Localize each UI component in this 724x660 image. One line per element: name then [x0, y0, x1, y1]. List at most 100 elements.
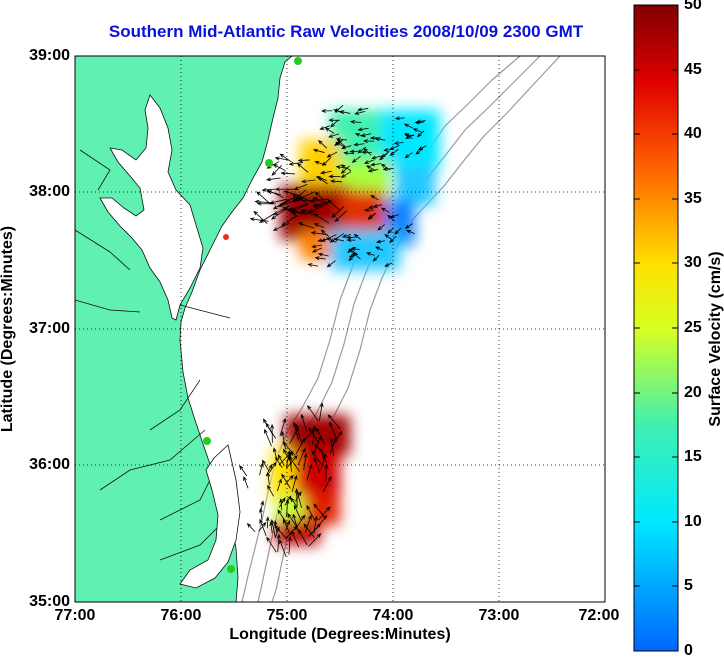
velocity-arrow [349, 120, 362, 124]
velocity-arrow [366, 252, 375, 256]
velocity-arrow [258, 521, 267, 532]
velocity-arrow [284, 474, 294, 485]
x-tick-label: 72:00 [578, 607, 620, 624]
velocity-arrow [272, 447, 278, 461]
colorbar-tick-label: 50 [684, 0, 702, 13]
velocity-arrow [265, 516, 270, 529]
velocity-arrow [357, 127, 369, 132]
velocity-arrow [249, 217, 269, 222]
velocity-arrow [314, 256, 326, 261]
velocity-arrow [277, 509, 288, 525]
velocity-arrow [380, 163, 391, 171]
velocity-arrow [300, 429, 315, 444]
velocity-arrow [281, 215, 297, 227]
velocity-arrow [330, 179, 343, 184]
velocity-arrow [313, 515, 318, 534]
velocity-arrow [266, 536, 277, 553]
velocity-arrow [374, 246, 384, 251]
colorbar-tick-label: 0 [684, 642, 693, 659]
velocity-arrow [384, 234, 392, 240]
velocity-arrow [317, 238, 329, 243]
velocity-arrow [365, 165, 376, 171]
velocity-arrow [259, 212, 276, 223]
y-tick-label: 36:00 [29, 456, 70, 473]
velocity-arrow [394, 116, 405, 121]
velocity-arrow [297, 158, 310, 163]
velocity-arrow [321, 157, 331, 167]
velocity-arrow [326, 151, 338, 158]
velocity-arrow [307, 263, 319, 267]
velocity-arrow [274, 524, 287, 539]
velocity-arrow [394, 227, 402, 235]
colorbar-tick-label: 40 [684, 125, 702, 142]
velocity-arrow [346, 238, 356, 243]
x-tick-label: 74:00 [372, 607, 414, 624]
velocity-arrow [346, 235, 356, 240]
velocity-arrow [283, 190, 298, 196]
velocity-arrow [362, 139, 375, 143]
velocity-arrow [294, 197, 312, 202]
velocity-arrow [324, 463, 329, 482]
velocity-arrow [261, 459, 270, 472]
x-tick-label: 75:00 [266, 607, 308, 624]
velocity-arrow [298, 191, 316, 200]
velocity-arrow [404, 223, 413, 229]
velocity-arrow [292, 194, 309, 205]
velocity-arrow [312, 148, 325, 153]
velocity-arrow [294, 514, 306, 531]
velocity-arrow [360, 133, 372, 137]
velocity-arrow [380, 150, 390, 158]
velocity-arrow [259, 518, 267, 537]
velocity-arrow [266, 190, 281, 196]
velocity-arrow [313, 503, 326, 518]
velocity-arrow [343, 151, 355, 156]
x-tick-label: 73:00 [478, 607, 520, 624]
chesapeake-bay [99, 94, 204, 321]
colorbar [633, 4, 679, 652]
velocity-arrow [261, 187, 277, 192]
station-marker [265, 159, 273, 167]
velocity-arrow [334, 210, 348, 223]
velocity-arrow [318, 139, 328, 149]
velocity-arrow [313, 435, 322, 454]
velocity-arrow [294, 488, 299, 507]
velocity-arrow [340, 164, 352, 171]
velocity-arrow [280, 171, 295, 176]
velocity-arrow [287, 535, 292, 555]
velocity-arrow [340, 171, 352, 178]
velocity-arrow [291, 530, 300, 548]
velocity-arrow [368, 212, 377, 219]
velocity-arrow [303, 452, 308, 471]
velocity-arrow [324, 127, 335, 134]
pamlico-sound [179, 444, 241, 589]
velocity-arrow [279, 498, 284, 511]
velocity-arrow [277, 454, 285, 467]
colorbar-tick-label: 30 [684, 254, 702, 271]
velocity-arrow [367, 168, 379, 173]
chart-title: Southern Mid-Atlantic Raw Velocities 200… [108, 22, 584, 41]
colorbar-tick-label: 10 [684, 513, 702, 530]
velocity-arrow [292, 513, 299, 532]
velocity-arrow [327, 414, 341, 430]
velocity-arrow [271, 208, 287, 220]
velocity-arrow [354, 110, 366, 115]
velocity-arrow [283, 448, 292, 465]
x-tick-label: 77:00 [54, 607, 96, 624]
velocity-arrow [287, 512, 298, 528]
y-tick-label: 38:00 [29, 183, 70, 200]
velocity-arrow [256, 191, 271, 205]
colorbar-tick-label: 15 [684, 448, 702, 465]
velocity-arrow [298, 528, 308, 546]
colorbar-tick-label: 25 [684, 319, 702, 336]
velocity-arrow [280, 199, 300, 206]
velocity-arrow [335, 165, 347, 170]
velocity-arrow [374, 137, 386, 142]
y-axis-label: Latitude (Degrees:Minutes) [0, 225, 16, 433]
velocity-arrow [274, 156, 290, 161]
velocity-arrow [313, 456, 321, 474]
velocity-arrow [313, 223, 325, 228]
isobath-shelf [241, 56, 521, 602]
x-axis-label: Longitude (Degrees:Minutes) [229, 626, 451, 643]
velocity-arrow [328, 133, 339, 138]
velocity-arrow [297, 447, 306, 466]
